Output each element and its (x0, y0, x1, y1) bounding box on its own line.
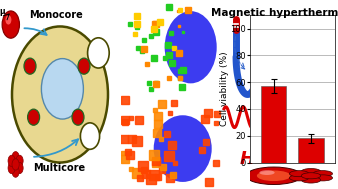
Y-axis label: Cell viability (%): Cell viability (%) (220, 52, 229, 126)
Ellipse shape (78, 58, 90, 74)
Ellipse shape (12, 26, 108, 163)
Text: Magnetic hyperthermia: Magnetic hyperthermia (211, 8, 338, 18)
Text: Monocore: Monocore (29, 10, 82, 20)
Text: Multicore: Multicore (33, 163, 86, 173)
Circle shape (313, 171, 333, 177)
Ellipse shape (41, 59, 83, 119)
Circle shape (259, 170, 274, 175)
Circle shape (8, 162, 15, 174)
Circle shape (12, 152, 19, 163)
Ellipse shape (72, 109, 84, 125)
Ellipse shape (80, 123, 100, 149)
Text: H: H (240, 150, 255, 168)
Circle shape (16, 155, 23, 167)
Circle shape (246, 167, 302, 184)
Circle shape (12, 166, 19, 177)
Circle shape (289, 171, 309, 177)
Circle shape (257, 170, 291, 181)
Circle shape (16, 162, 23, 174)
Ellipse shape (154, 115, 212, 182)
Ellipse shape (24, 58, 36, 74)
Circle shape (2, 11, 20, 38)
Circle shape (313, 175, 333, 181)
Circle shape (301, 173, 321, 179)
Ellipse shape (28, 109, 40, 125)
Ellipse shape (165, 11, 217, 83)
Text: μ: μ (0, 7, 5, 16)
Bar (298, 138, 324, 163)
Circle shape (5, 15, 11, 25)
Circle shape (289, 175, 309, 181)
Circle shape (301, 177, 321, 183)
Circle shape (301, 169, 321, 175)
Bar (261, 86, 287, 163)
Circle shape (12, 159, 19, 170)
Ellipse shape (88, 38, 109, 68)
Circle shape (8, 155, 15, 167)
